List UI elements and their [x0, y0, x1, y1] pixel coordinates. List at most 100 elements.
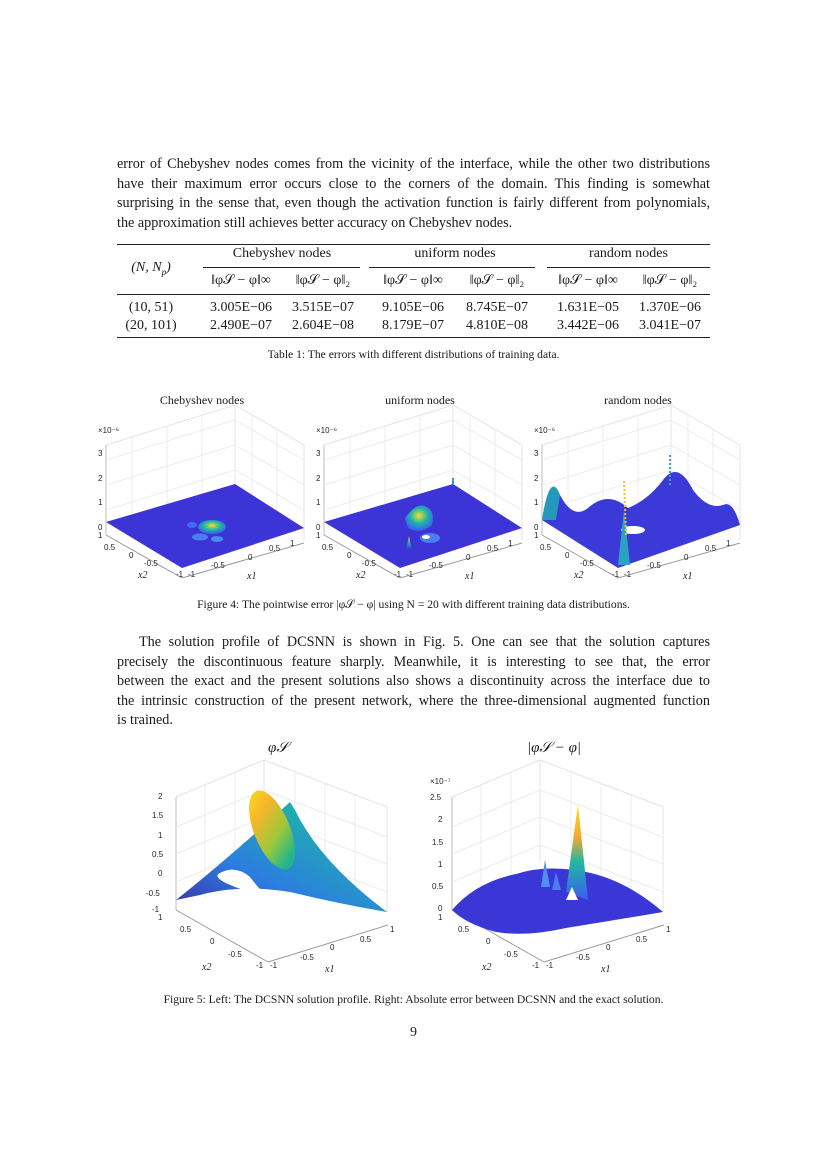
x1-tick: 0.5: [360, 935, 372, 944]
plot-title: random nodes: [604, 393, 672, 407]
x2-tick: 0.5: [540, 543, 552, 552]
z-tick: 1: [316, 498, 321, 507]
cell-value: 3.515E−07: [292, 300, 354, 315]
table-bottom-rule: [117, 337, 710, 338]
x2-tick: 0.5: [458, 925, 470, 934]
text-line: precisely the discontinuous feature shar…: [117, 653, 710, 670]
x1-label: x1: [464, 571, 474, 582]
row-label: (10, 51): [128, 300, 174, 315]
z-tick: 0: [316, 523, 321, 532]
plot-title: uniform nodes: [385, 393, 455, 407]
cell-value: 9.105E−06: [382, 300, 444, 315]
row-label: (20, 101): [125, 318, 177, 333]
z-tick: 0: [438, 904, 443, 913]
cell-value: 1.631E−05: [557, 300, 619, 315]
page-number: 9: [410, 1025, 417, 1040]
x2-tick: -1: [176, 570, 184, 579]
x2-tick: -0.5: [504, 950, 518, 959]
x2-tick: -1: [256, 961, 264, 970]
z-tick: 0.5: [432, 882, 444, 891]
cell-value: 2.604E−08: [292, 318, 354, 333]
axis-scale: ×10⁻⁶: [98, 426, 119, 435]
z-tick: -0.5: [146, 889, 160, 898]
subheader: ‖φ𝒮 − φ‖∞: [383, 273, 443, 288]
x2-label: x2: [573, 570, 583, 581]
text-line: have their maximum error occurs close to…: [117, 175, 710, 192]
cell-value: 3.041E−07: [639, 318, 701, 333]
x2-label: x2: [355, 570, 365, 581]
cell-value: 3.442E−06: [557, 318, 619, 333]
figure-4: Chebyshev nodes ×10⁻⁶ 3 2 1 0 1 0.5 0 -0…: [98, 393, 741, 582]
plot-solution-profile: φ𝒮 2 1.5 1 0.5 0 -0.5 -1 1 0.5 0 -0.5 -1…: [146, 740, 395, 975]
x2-tick: 0: [565, 551, 570, 560]
table-caption: Table 1: The errors with different distr…: [267, 348, 560, 361]
group-header-uniform: uniform nodes: [414, 246, 496, 261]
z-tick: 2: [316, 474, 321, 483]
text-line: error of Chebyshev nodes comes from the …: [117, 156, 710, 172]
cell-value: 8.179E−07: [382, 318, 444, 333]
x1-tick: 0.5: [269, 544, 281, 553]
x1-tick: 1: [390, 925, 395, 934]
subheader: ‖φ𝒮 − φ‖∞: [211, 273, 271, 288]
z-tick: 3: [316, 449, 321, 458]
z-tick: 2: [98, 474, 103, 483]
x2-label: x2: [481, 962, 491, 973]
plot-chebyshev: Chebyshev nodes ×10⁻⁶ 3 2 1 0 1 0.5 0 -0…: [98, 393, 305, 582]
axis-scale: ×10⁻⁶: [534, 426, 555, 435]
plot-absolute-error: |φ𝒮 − φ| ×10⁻⁷ 2.5 2 1.5 1 0.5 0 1 0.5 0…: [430, 740, 671, 975]
x2-tick: 0: [129, 551, 134, 560]
x1-tick: -0.5: [211, 561, 225, 570]
cell-value: 8.745E−07: [466, 300, 528, 315]
x2-tick: 0.5: [104, 543, 116, 552]
group-rule: [547, 267, 710, 268]
x1-label: x1: [324, 964, 334, 975]
group-header-chebyshev: Chebyshev nodes: [232, 246, 332, 261]
x1-tick: -0.5: [300, 953, 314, 962]
table-top-rule: [117, 244, 710, 245]
x1-tick: -0.5: [429, 561, 443, 570]
z-tick: 2: [438, 815, 443, 824]
axis-scale: ×10⁻⁶: [316, 426, 337, 435]
plot-random: random nodes ×10⁻⁶ 3 2 1 0 1 0.5 0 -0.5 …: [534, 393, 741, 582]
x1-tick: -1: [188, 570, 196, 579]
group-rule: [203, 267, 360, 268]
x1-tick: 0: [466, 553, 471, 562]
z-tick: 3: [98, 449, 103, 458]
z-tick: 1: [158, 831, 163, 840]
x1-tick: 0: [606, 943, 611, 952]
x2-tick: 0: [210, 937, 215, 946]
x1-tick: 0.5: [636, 935, 648, 944]
z-tick: 1: [98, 498, 103, 507]
subheader: ‖φ𝒮 − φ‖₂: [642, 273, 698, 288]
x2-tick: 1: [438, 913, 443, 922]
axis-scale: ×10⁻⁷: [430, 777, 451, 786]
x2-label: x2: [201, 962, 211, 973]
group-header-random: random nodes: [589, 246, 668, 261]
z-tick: 0.5: [152, 850, 164, 859]
plot-title: |φ𝒮 − φ|: [527, 740, 581, 756]
figure-4-caption: Figure 4: The pointwise error |φ𝒮 − φ| u…: [197, 598, 630, 611]
z-tick: 2: [158, 792, 163, 801]
subheader: ‖φ𝒮 − φ‖₂: [295, 273, 351, 288]
table-row-header: (N, Np): [131, 260, 171, 277]
text-line: is trained.: [117, 712, 173, 728]
table-header-rule: [117, 294, 710, 295]
x2-tick: 1: [98, 531, 103, 540]
x2-tick: 0.5: [180, 925, 192, 934]
x1-tick: 0.5: [705, 544, 717, 553]
x2-label: x2: [137, 570, 147, 581]
cell-value: 3.005E−06: [210, 300, 272, 315]
x1-label: x1: [682, 571, 692, 582]
x2-tick: -1: [532, 961, 540, 970]
group-rule: [369, 267, 535, 268]
z-tick: 0: [98, 523, 103, 532]
subheader: ‖φ𝒮 − φ‖₂: [469, 273, 525, 288]
discontinuity-ellipse: [249, 790, 295, 870]
x1-tick: 1: [726, 539, 731, 548]
x1-tick: -1: [546, 961, 554, 970]
x1-tick: -1: [406, 570, 414, 579]
x1-tick: 0: [330, 943, 335, 952]
x2-tick: 1: [534, 531, 539, 540]
x1-tick: 0: [684, 553, 689, 562]
cell-value: 2.490E−07: [210, 318, 272, 333]
